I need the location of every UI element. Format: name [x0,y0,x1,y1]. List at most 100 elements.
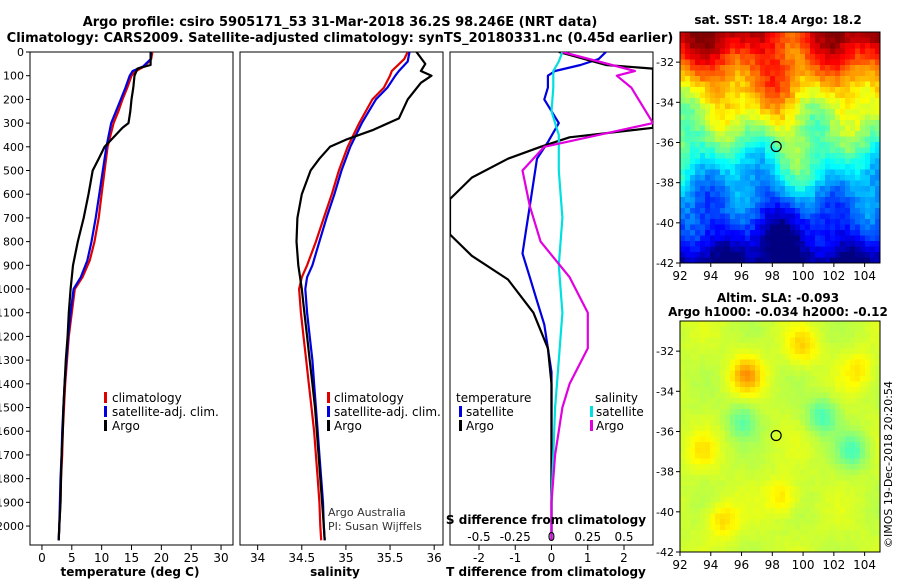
sla-cell [710,431,716,437]
sla-cell [765,453,771,459]
sst-cell [820,175,826,181]
sst-cell [725,87,731,93]
sla-cell [705,524,711,531]
sla-cell [765,447,771,454]
sst-cell [875,257,880,263]
sst-cell [750,230,756,236]
sla-cell [770,535,776,542]
sla-cell [685,332,691,338]
sst-cell [850,147,856,154]
sla-cell [825,475,831,481]
legend-sal-climatology-swatch [327,392,330,403]
sla-cell [810,420,816,426]
sst-cell [715,120,721,126]
sla-cell [720,530,726,536]
sla-cell [730,486,736,492]
sla-cell [835,546,841,552]
sst-cell [870,87,876,93]
sla-cell [735,486,741,492]
sla-cell [855,480,861,487]
sla-cell [835,387,841,393]
sst-cell [800,76,806,82]
sla-cell [830,524,836,531]
sla-cell [695,332,701,338]
sst-cell [725,59,731,66]
sla-cell [700,447,706,454]
sla-cell [780,414,786,421]
legend-satellite-label: satellite-adj. clim. [112,405,219,419]
sst-cell [835,202,841,209]
sla-cell [855,469,861,476]
sla-cell [760,519,766,525]
sst-cell [870,54,876,60]
sst-cell [775,54,781,60]
sst-cell [690,164,696,170]
sst-cell [710,208,716,214]
sst-cell [730,164,736,170]
sst-cell [760,109,766,115]
sst-cell [730,186,736,192]
sst-cell [680,230,686,236]
sla-cell [750,332,756,338]
sst-cell [730,202,736,209]
sst-cell [770,180,776,187]
sst-cell [780,147,786,154]
sla-cell [690,442,696,448]
sst-cell [835,48,841,55]
sst-cell [865,76,871,82]
sst-cell [775,186,781,192]
sla-cell [870,359,876,366]
sla-cell [780,513,786,520]
sla-cell [700,392,706,399]
sst-cell [800,65,806,71]
sst-cell [850,109,856,115]
sla-cell [820,359,826,366]
sst-cell [680,153,686,159]
difference-lines [450,52,653,541]
sla-cell [785,414,791,421]
sla-cell [840,453,846,459]
sst-cell [825,252,831,258]
sla-map-title-1: Altim. SLA: -0.093 [717,291,839,305]
sst-cell [730,65,736,71]
sst-cell [805,158,811,165]
sla-cell [700,486,706,492]
sla-cell [830,387,836,393]
sla-cell [725,530,731,536]
sla-cell [730,398,736,404]
sla-cell [690,436,696,443]
sst-cell [820,158,826,165]
sst-cell [840,186,846,192]
sst-cell [760,219,766,225]
sla-cell [865,442,871,448]
sla-cell [755,497,761,503]
sst-cell [850,59,856,66]
sst-cell [795,191,801,198]
sst-cell [795,186,801,192]
sst-cell [840,142,846,148]
sst-cell [740,48,746,55]
sla-cell [865,464,871,470]
sst-cell [695,65,701,71]
sla-cell [855,365,861,371]
sla-cell [695,524,701,531]
sla-cell [765,337,771,344]
sst-cell [685,70,691,77]
sst-cell [740,158,746,165]
sla-cell [775,354,781,360]
sst-cell [810,235,816,242]
sst-cell [765,191,771,198]
sst-cell [680,131,686,137]
sla-cell [715,414,721,421]
sst-cell [760,235,766,242]
sst-cell [740,230,746,236]
sst-cell [785,153,791,159]
sst-cell [705,246,711,253]
sst-cell [840,158,846,165]
sst-cell [775,37,781,44]
sst-cell [770,65,776,71]
sst-cell [875,59,880,66]
sla-cell [835,530,841,536]
sst-cell [715,235,721,242]
sla-cell [850,381,856,388]
